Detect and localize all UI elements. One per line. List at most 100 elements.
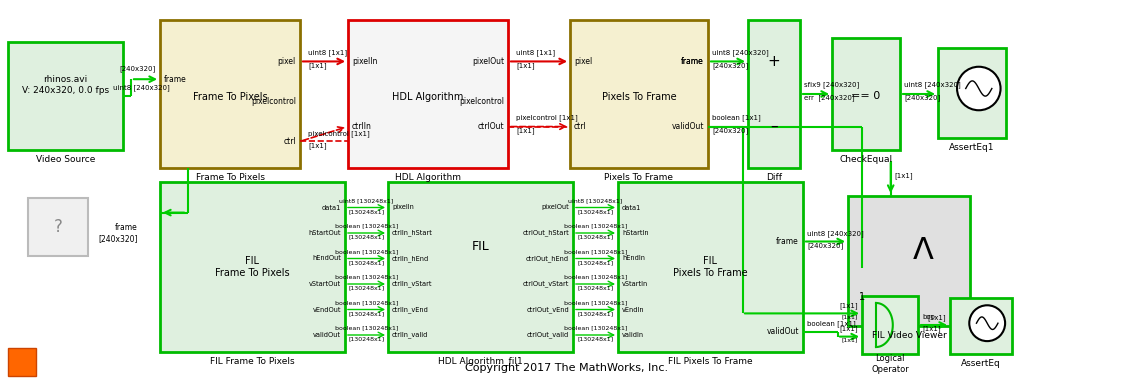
Bar xyxy=(348,20,508,168)
Text: pixelIn: pixelIn xyxy=(352,57,377,66)
Text: boolean [1x1]: boolean [1x1] xyxy=(712,114,760,121)
Text: [240x320]: [240x320] xyxy=(120,65,156,72)
Text: data1: data1 xyxy=(622,204,641,211)
Text: [130248x1]: [130248x1] xyxy=(578,311,614,316)
Text: hStartOut: hStartOut xyxy=(308,230,341,236)
Text: Λ: Λ xyxy=(913,236,934,265)
Text: [240x320]: [240x320] xyxy=(712,127,748,134)
Circle shape xyxy=(969,305,1005,341)
Text: boolean [130248x1]: boolean [130248x1] xyxy=(564,274,628,279)
Text: boolean [130248x1]: boolean [130248x1] xyxy=(335,249,398,254)
Text: vEndOut: vEndOut xyxy=(313,307,341,312)
Text: uint8 [240x320]: uint8 [240x320] xyxy=(904,81,961,88)
Text: FIL Video Viewer: FIL Video Viewer xyxy=(871,331,946,341)
Text: frame: frame xyxy=(116,223,138,232)
Bar xyxy=(938,48,1006,138)
Text: [1x1]: [1x1] xyxy=(840,325,858,332)
Text: [130248x1]: [130248x1] xyxy=(578,286,614,291)
Text: ctrlIn_vEnd: ctrlIn_vEnd xyxy=(392,306,429,313)
Text: boolean [130248x1]: boolean [130248x1] xyxy=(335,300,398,305)
Text: [130248x1]: [130248x1] xyxy=(349,260,384,265)
Text: FIL Pixels To Frame: FIL Pixels To Frame xyxy=(668,357,752,367)
Text: [130248x1]: [130248x1] xyxy=(578,234,614,239)
Text: validOut: validOut xyxy=(313,332,341,338)
Text: [130248x1]: [130248x1] xyxy=(349,311,384,316)
Text: uint8 [130248x1]: uint8 [130248x1] xyxy=(569,198,623,203)
Text: ?: ? xyxy=(53,218,62,236)
Text: uint8 [240x320]: uint8 [240x320] xyxy=(113,85,170,92)
Text: boolean [130248x1]: boolean [130248x1] xyxy=(564,300,628,305)
Text: [1x1]: [1x1] xyxy=(842,337,858,342)
Text: hEndOut: hEndOut xyxy=(312,256,341,262)
Text: boolean [1x1]: boolean [1x1] xyxy=(807,320,855,327)
Text: uint8 [240x320]: uint8 [240x320] xyxy=(712,49,769,56)
Text: HDL Algorithm: HDL Algorithm xyxy=(395,173,461,182)
Text: ctrlOut_vStart: ctrlOut_vStart xyxy=(522,281,569,288)
Text: pixelcontrol [1x1]: pixelcontrol [1x1] xyxy=(516,114,578,121)
Text: pixelOut: pixelOut xyxy=(542,204,569,211)
Text: pixelcontrol: pixelcontrol xyxy=(459,97,504,106)
Bar xyxy=(8,348,36,376)
Text: AssertEq1: AssertEq1 xyxy=(949,144,995,152)
Text: [130248x1]: [130248x1] xyxy=(349,209,384,214)
Text: frame: frame xyxy=(681,57,704,66)
Text: FIL
Frame To Pixels: FIL Frame To Pixels xyxy=(215,256,290,278)
Text: ctrlIn_valid: ctrlIn_valid xyxy=(392,332,428,338)
Text: boo: boo xyxy=(922,314,935,320)
Text: pixel: pixel xyxy=(574,57,593,66)
Text: pixelOut: pixelOut xyxy=(471,57,504,66)
Text: frame: frame xyxy=(681,57,704,66)
Text: HDL Algorithm: HDL Algorithm xyxy=(392,92,463,102)
Text: CheckEqual: CheckEqual xyxy=(840,156,893,165)
Text: sfix9 [240x320]: sfix9 [240x320] xyxy=(804,81,859,88)
Text: [1x1]: [1x1] xyxy=(516,62,535,69)
Text: boolean [130248x1]: boolean [130248x1] xyxy=(564,223,628,229)
Text: pixelIn: pixelIn xyxy=(392,204,414,211)
Text: Pixels To Frame: Pixels To Frame xyxy=(605,173,673,182)
Text: [1x1]: [1x1] xyxy=(308,62,326,69)
Text: [1x1]: [1x1] xyxy=(840,302,858,309)
Text: boolean [130248x1]: boolean [130248x1] xyxy=(335,223,398,229)
Text: [130248x1]: [130248x1] xyxy=(349,234,384,239)
Text: –: – xyxy=(770,119,778,134)
Text: uint8 [1x1]: uint8 [1x1] xyxy=(308,49,347,56)
Text: [1x1]: [1x1] xyxy=(308,142,326,149)
Text: FIL
Pixels To Frame: FIL Pixels To Frame xyxy=(673,256,748,278)
Text: == 0: == 0 xyxy=(851,91,880,101)
Text: hStartIn: hStartIn xyxy=(622,230,648,236)
Text: ctrl: ctrl xyxy=(574,122,587,131)
Text: rhinos.avi
V: 240x320, 0.0 fps: rhinos.avi V: 240x320, 0.0 fps xyxy=(22,76,109,95)
Text: ctrlOut: ctrlOut xyxy=(477,122,504,131)
Bar xyxy=(748,20,800,168)
Text: Logical
Operator: Logical Operator xyxy=(871,354,909,374)
Text: ctrlIn_vStart: ctrlIn_vStart xyxy=(392,281,433,288)
Text: err  [240x320]: err [240x320] xyxy=(804,95,854,101)
Bar xyxy=(387,182,573,352)
Text: frame: frame xyxy=(164,75,187,84)
Text: HDL Algorithm_fil1: HDL Algorithm_fil1 xyxy=(438,357,522,367)
Text: [240x320]: [240x320] xyxy=(807,242,843,249)
Text: [240x320]: [240x320] xyxy=(99,234,138,243)
Bar xyxy=(847,196,970,326)
Text: pixelcontrol [1x1]: pixelcontrol [1x1] xyxy=(308,130,369,137)
Text: [130248x1]: [130248x1] xyxy=(349,286,384,291)
Text: boolean [130248x1]: boolean [130248x1] xyxy=(564,249,628,254)
Bar xyxy=(160,20,300,168)
Text: [1x1]: [1x1] xyxy=(922,326,940,333)
Text: [240x320]: [240x320] xyxy=(712,62,748,69)
Bar xyxy=(160,182,346,352)
Bar xyxy=(949,298,1012,354)
Bar xyxy=(570,20,708,168)
Text: ctrlIn_hStart: ctrlIn_hStart xyxy=(392,230,433,236)
Text: vStartIn: vStartIn xyxy=(622,281,648,287)
Text: [130248x1]: [130248x1] xyxy=(578,260,614,265)
Text: [1x1]: [1x1] xyxy=(842,314,858,319)
Text: uint8 [130248x1]: uint8 [130248x1] xyxy=(340,198,393,203)
Text: ctrlIn_hEnd: ctrlIn_hEnd xyxy=(392,255,429,262)
Text: [1x1]: [1x1] xyxy=(928,315,946,321)
Text: uint8 [240x320]: uint8 [240x320] xyxy=(807,230,863,237)
Text: ctrl: ctrl xyxy=(283,137,296,146)
Text: pixelcontrol: pixelcontrol xyxy=(252,97,296,106)
Text: [130248x1]: [130248x1] xyxy=(349,336,384,341)
Bar xyxy=(832,38,900,150)
